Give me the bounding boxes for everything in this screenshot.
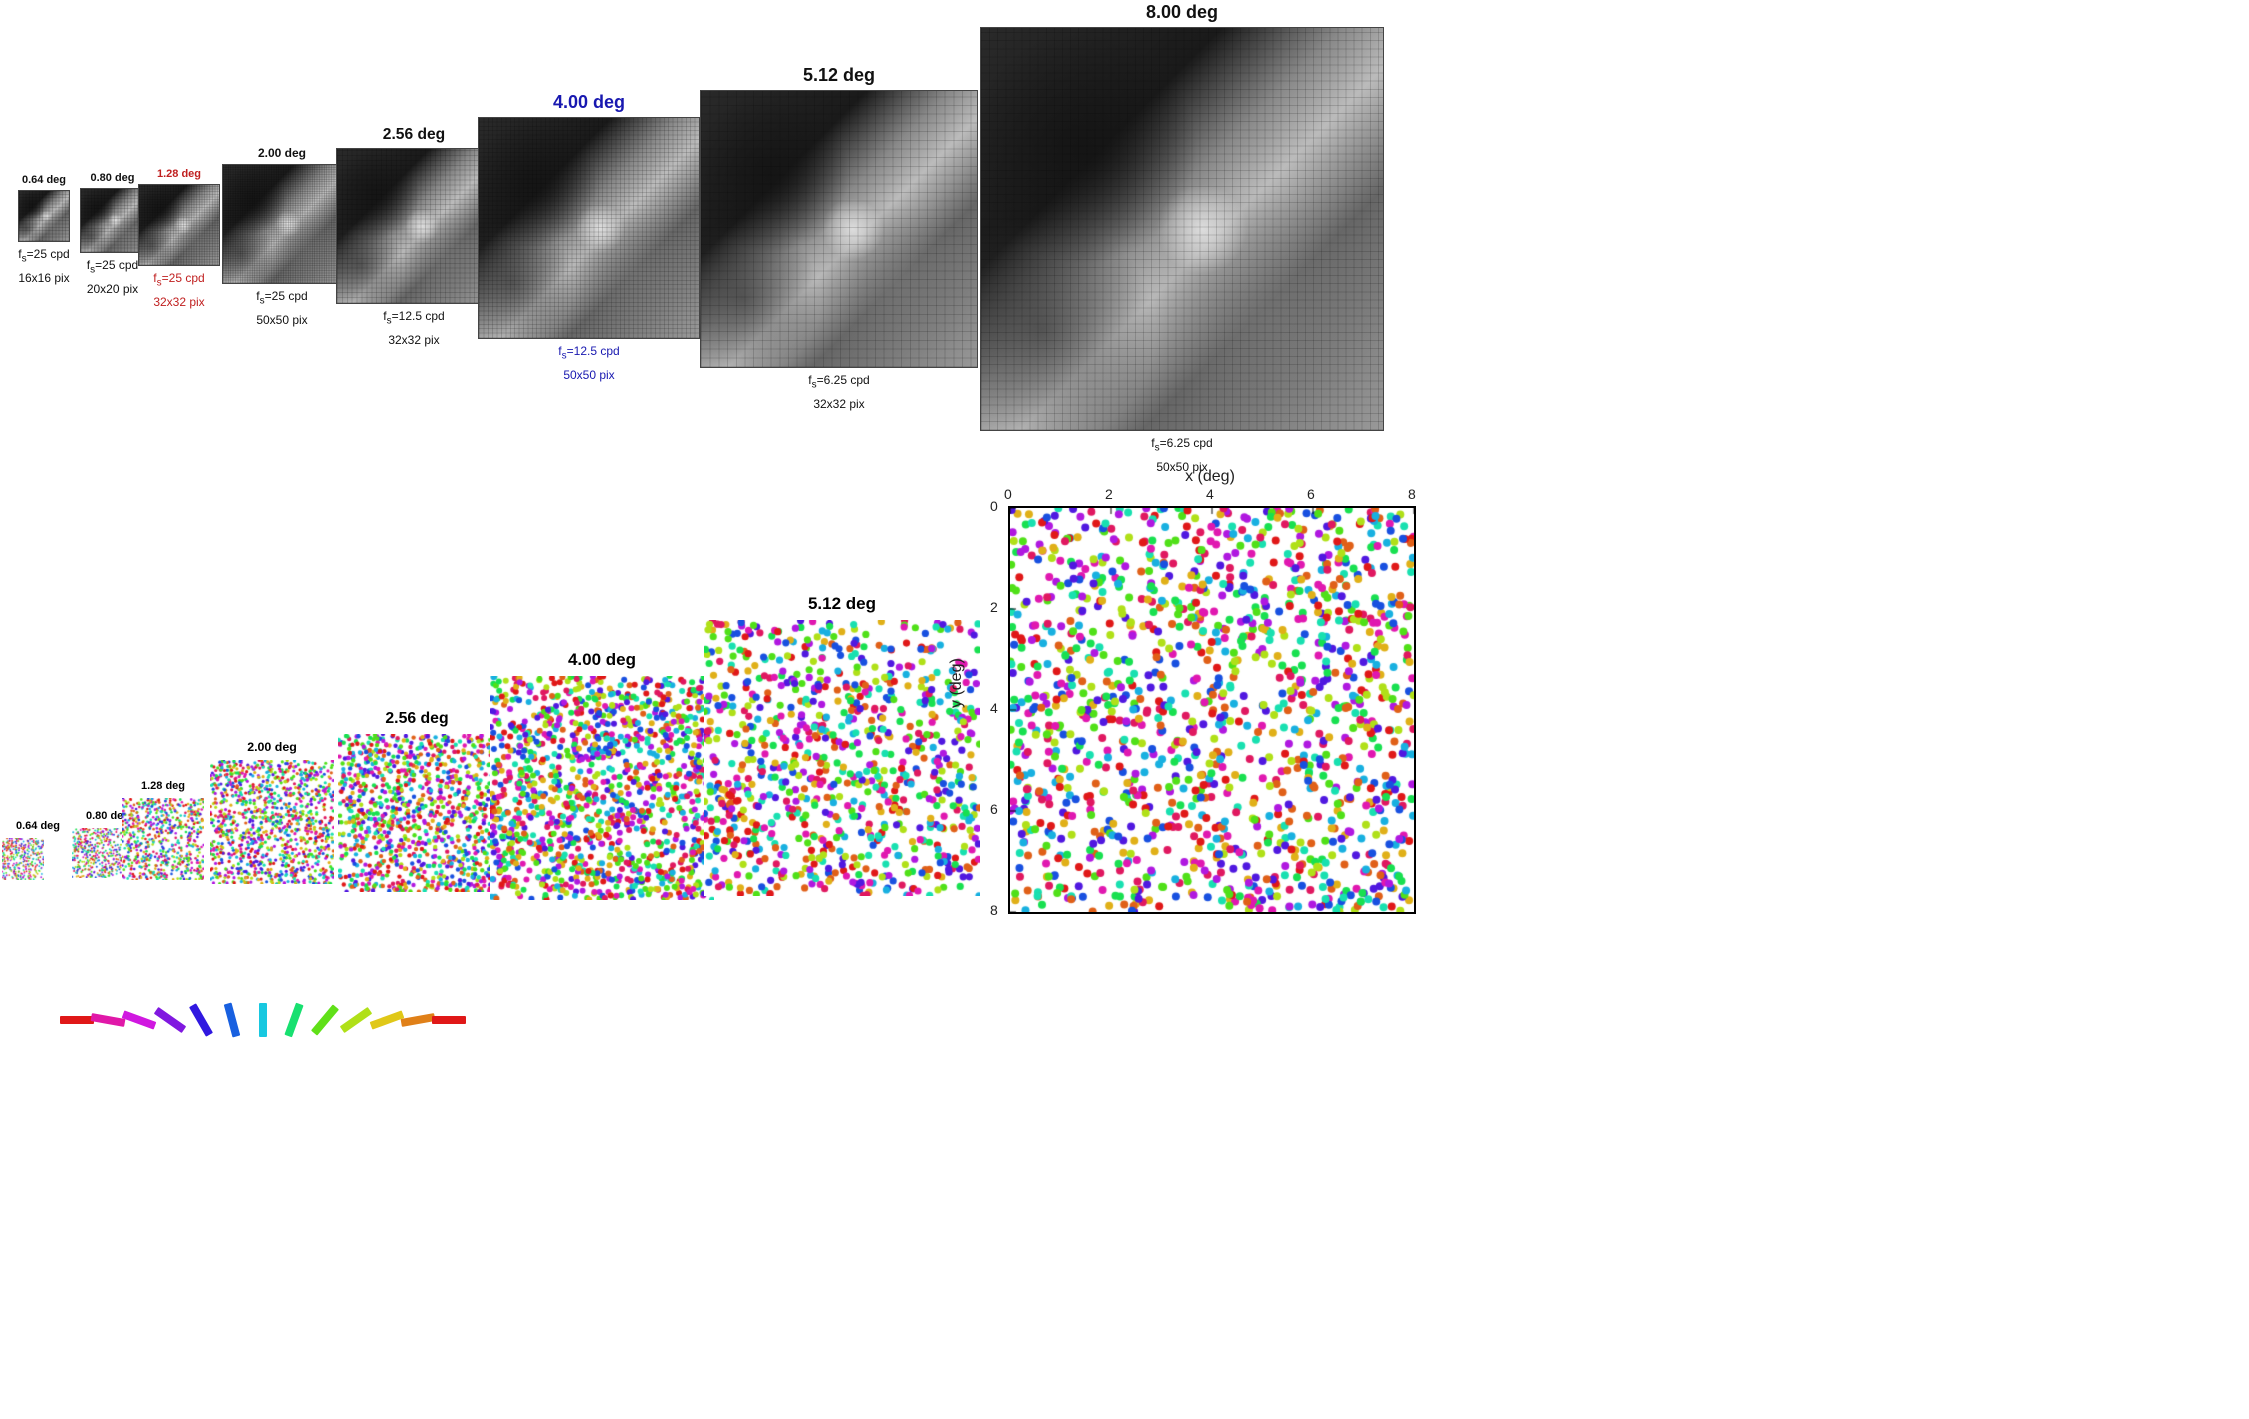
image-fs-label: fs=25 cpd <box>18 246 70 266</box>
top-image-row: 0.64 deg fs=25 cpd 16x16 pix 0.80 deg fs=25 … <box>0 0 2249 460</box>
image-panel-4: 2.56 deg fs=12.5 cpd 32x32 pix <box>336 126 492 349</box>
image-pix-label: 50x50 pix <box>222 312 342 329</box>
pixelated-image <box>700 90 978 368</box>
legend-bar-4 <box>189 1003 213 1036</box>
scatter-canvas <box>2 838 44 880</box>
pixelated-image <box>478 117 700 339</box>
scatter-deg-label: 0.64 deg <box>2 820 74 832</box>
scatter-deg-label: 2.56 deg <box>338 710 496 728</box>
scatter-deg-label: 5.12 deg <box>704 594 980 614</box>
image-panel-1: 0.80 deg fs=25 cpd 20x20 pix <box>80 172 145 298</box>
image-panel-6: 5.12 deg fs=6.25 cpd 32x32 pix <box>700 65 978 413</box>
pixelated-image <box>222 164 342 284</box>
y-tick: 8 <box>990 902 998 918</box>
image-deg-label: 0.80 deg <box>80 172 145 184</box>
image-deg-label: 2.00 deg <box>222 146 342 160</box>
legend-bar-10 <box>370 1010 405 1029</box>
y-tick: 0 <box>990 498 998 514</box>
image-deg-label: 8.00 deg <box>980 2 1384 23</box>
scatter-panel-4: 2.56 deg <box>338 710 496 892</box>
image-panel-2: 1.28 deg fs=25 cpd 32x32 pix <box>138 168 220 311</box>
image-deg-label: 1.28 deg <box>138 168 220 180</box>
pixelated-image <box>18 190 70 242</box>
image-deg-label: 5.12 deg <box>700 65 978 86</box>
image-deg-label: 4.00 deg <box>478 92 700 113</box>
legend-bar-12 <box>432 1016 466 1024</box>
image-panel-7: 8.00 degfs=6.25 cpd50x50 pix <box>980 2 1384 476</box>
big-scatter-plot: x (deg)02468y (deg)02468 <box>968 468 1432 910</box>
xlabel: x (deg) <box>1008 468 1412 486</box>
scatter-panel-6: 5.12 deg <box>704 594 980 896</box>
legend-bar-6 <box>259 1003 267 1037</box>
image-fs-label: fs=12.5 cpd <box>478 343 700 363</box>
pixelated-image <box>336 148 492 304</box>
image-pix-label: 32x32 pix <box>138 294 220 311</box>
bottom-panel: 0.64 deg0.80 deg1.28 deg2.00 deg2.56 deg… <box>0 460 2249 1419</box>
scatter-panel-5: 4.00 deg <box>490 650 714 900</box>
scatter-deg-label: 1.28 deg <box>122 780 204 792</box>
image-pix-label: 32x32 pix <box>336 332 492 349</box>
legend-bar-8 <box>311 1004 339 1035</box>
scatter-canvas <box>72 828 122 878</box>
x-tick: 8 <box>1408 486 1416 502</box>
image-deg-label: 2.56 deg <box>336 126 492 144</box>
image-deg-label: 0.64 deg <box>18 174 70 186</box>
scatter-canvas <box>338 734 496 892</box>
legend-bar-1 <box>91 1013 126 1027</box>
y-tick: 4 <box>990 700 998 716</box>
x-tick: 0 <box>1004 486 1012 502</box>
image-pix-label: 50x50 pix <box>478 367 700 384</box>
legend-bar-9 <box>340 1007 372 1033</box>
x-tick: 6 <box>1307 486 1315 502</box>
x-tick: 4 <box>1206 486 1214 502</box>
y-tick: 6 <box>990 801 998 817</box>
legend-bar-5 <box>224 1003 241 1038</box>
image-pix-label: 32x32 pix <box>700 396 978 413</box>
image-pix-label: 20x20 pix <box>80 281 145 298</box>
image-fs-label: fs=6.25 cpd <box>700 372 978 392</box>
scatter-canvas <box>704 620 980 896</box>
scatter-panel-0: 0.64 deg <box>2 820 74 880</box>
image-fs-label: fs=12.5 cpd <box>336 308 492 328</box>
scatter-canvas <box>490 676 714 900</box>
pixelated-image <box>80 188 145 253</box>
y-tick: 2 <box>990 599 998 615</box>
pixelated-image <box>980 27 1384 431</box>
image-panel-3: 2.00 deg fs=25 cpd 50x50 pix <box>222 146 342 329</box>
scatter-panel-2: 1.28 deg <box>122 780 204 880</box>
image-pix-label: 16x16 pix <box>18 270 70 287</box>
ylabel: y (deg) <box>948 658 966 708</box>
image-panel-5: 4.00 deg fs=12.5 cpd 50x50 pix <box>478 92 700 384</box>
scatter-canvas <box>210 760 334 884</box>
image-fs-label: fs=6.25 cpd <box>980 435 1384 455</box>
scatter-panel-3: 2.00 deg <box>210 740 334 884</box>
image-panel-0: 0.64 deg fs=25 cpd 16x16 pix <box>18 174 70 287</box>
pixelated-image <box>138 184 220 266</box>
image-fs-label: fs=25 cpd <box>222 288 342 308</box>
x-tick: 2 <box>1105 486 1113 502</box>
orientation-legend <box>60 990 470 1050</box>
image-fs-label: fs=25 cpd <box>80 257 145 277</box>
legend-bar-2 <box>122 1010 157 1029</box>
legend-bar-3 <box>154 1007 186 1033</box>
scatter-deg-label: 4.00 deg <box>490 650 714 670</box>
big-scatter-canvas <box>1008 506 1416 914</box>
scatter-canvas <box>122 798 204 880</box>
legend-bar-7 <box>284 1003 303 1038</box>
image-fs-label: fs=25 cpd <box>138 270 220 290</box>
legend-bar-0 <box>60 1016 94 1024</box>
scatter-deg-label: 2.00 deg <box>210 740 334 754</box>
legend-bar-11 <box>401 1013 436 1027</box>
